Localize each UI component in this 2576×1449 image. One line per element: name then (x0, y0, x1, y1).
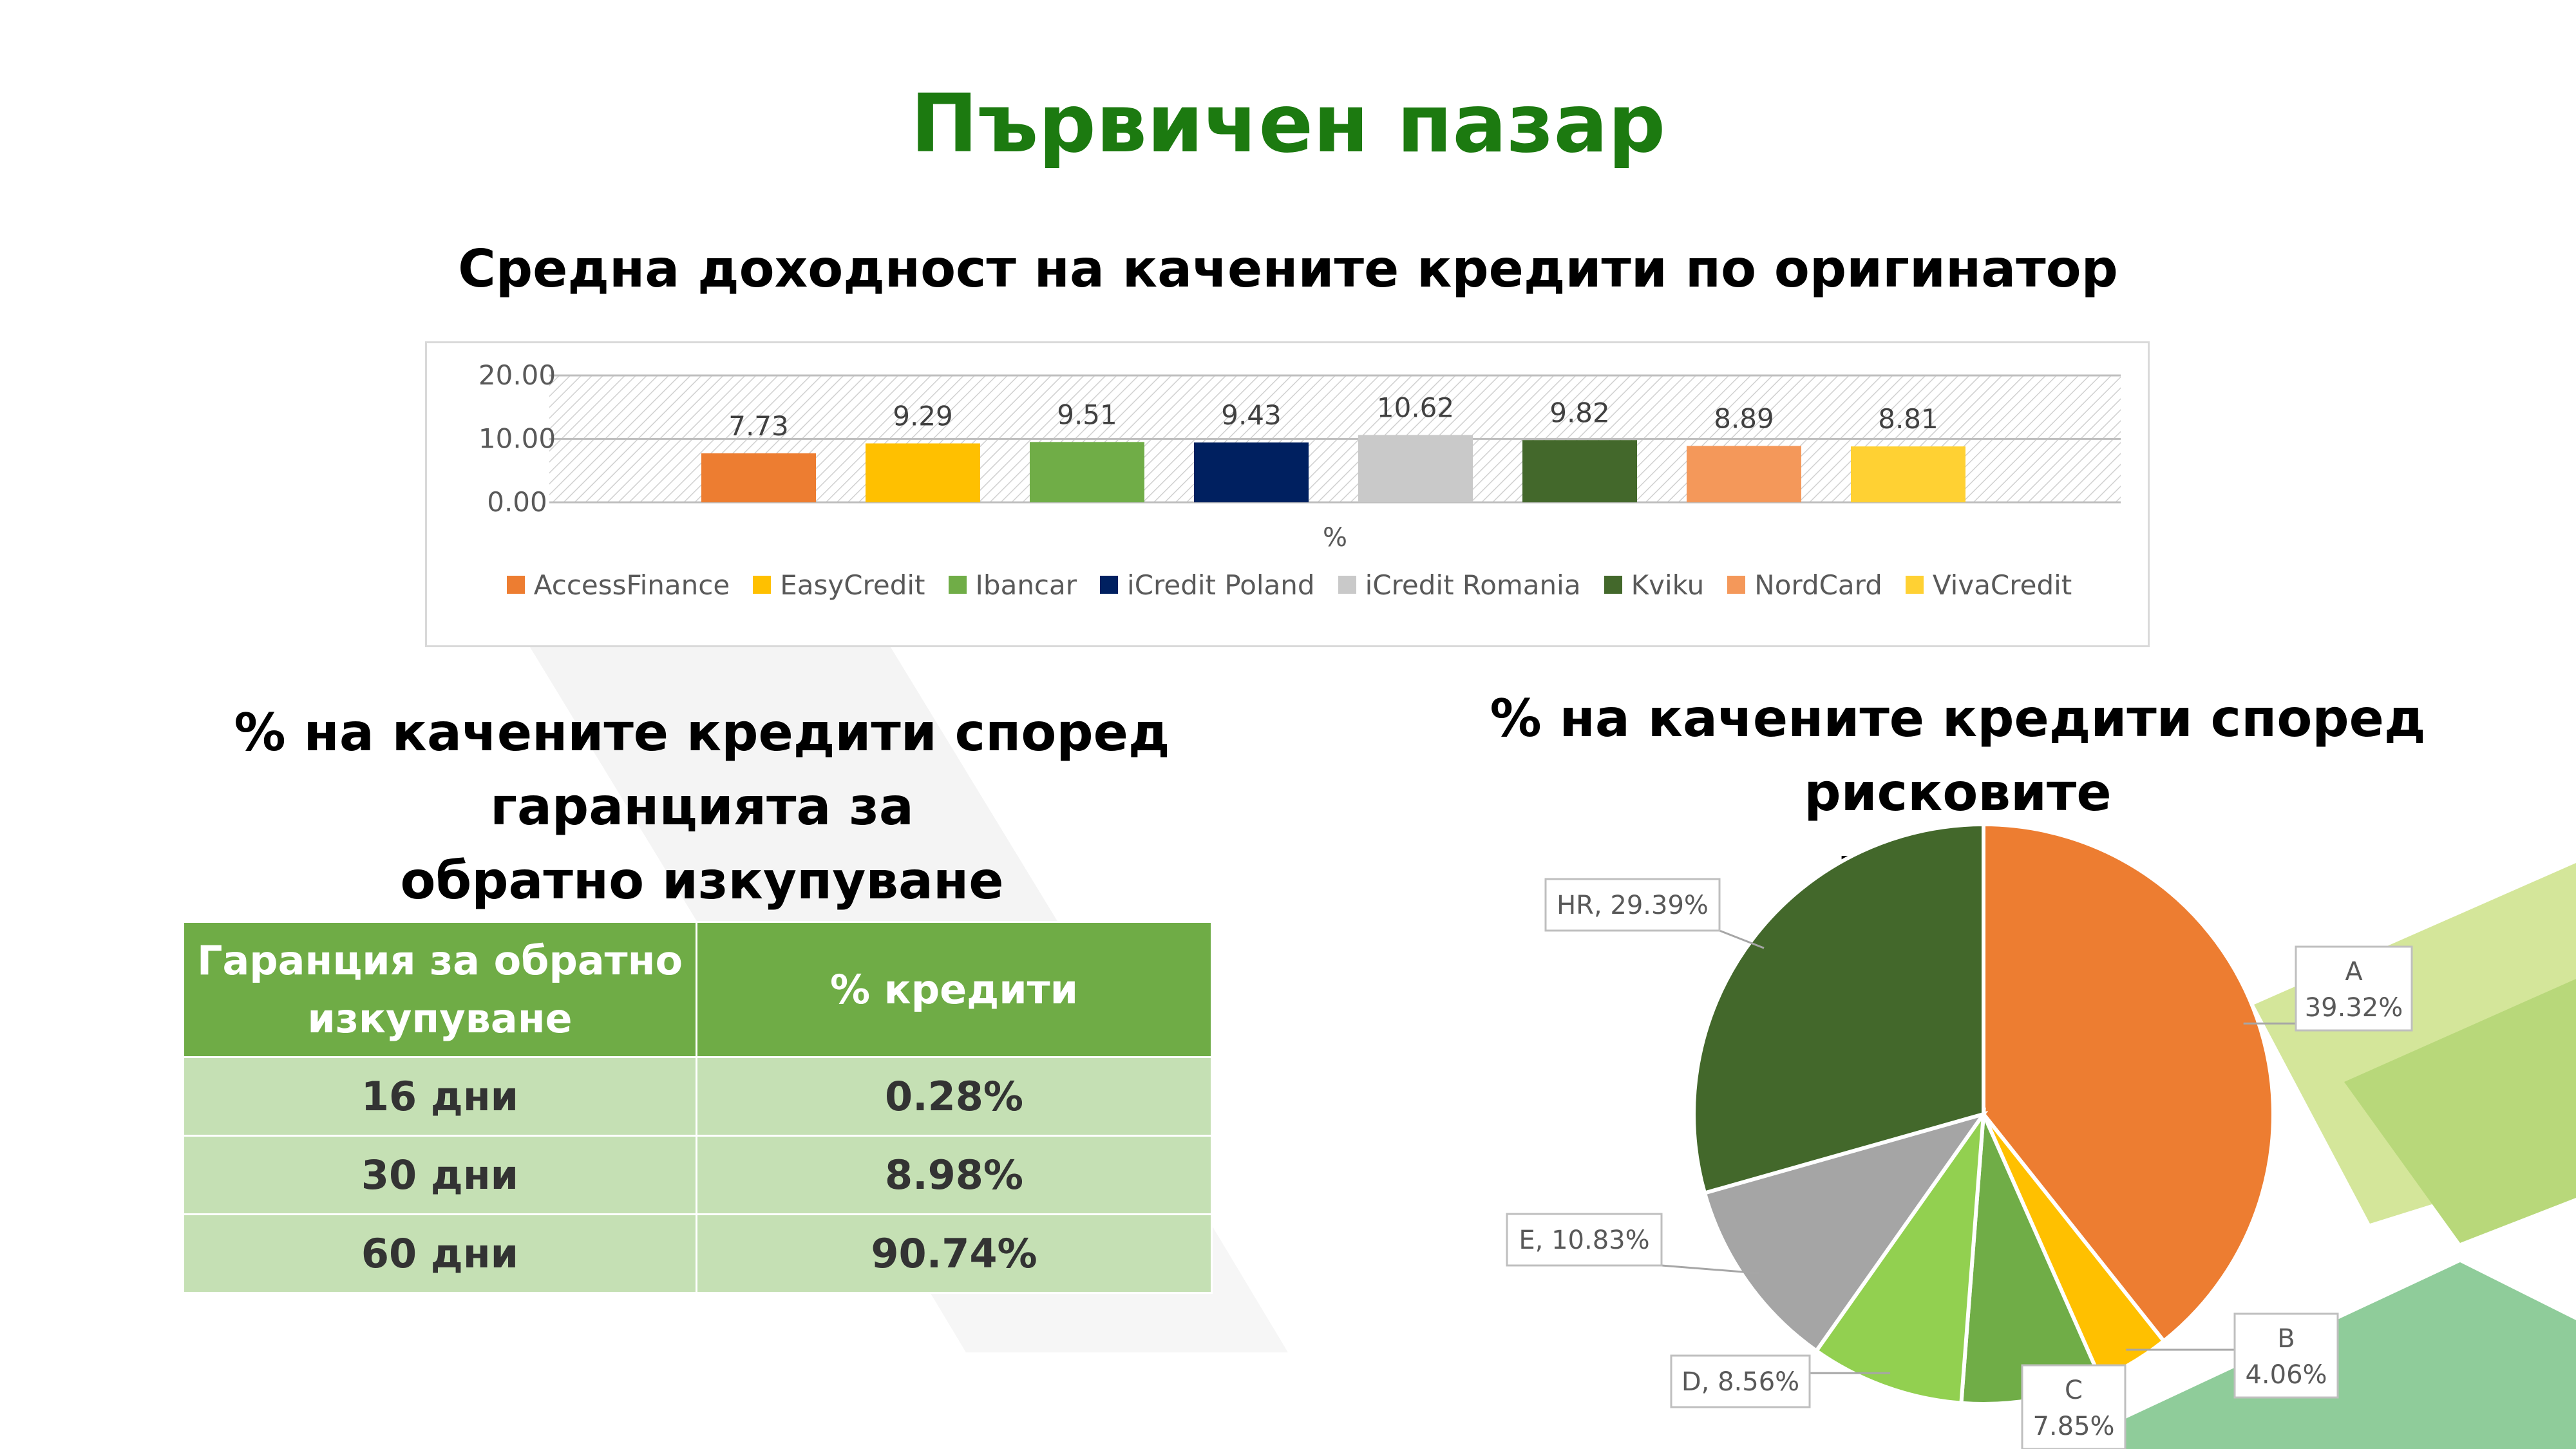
pie-label-category: B (2277, 1324, 2295, 1354)
bar-nordcard (1687, 446, 1801, 502)
row-pct: 0.28% (696, 1056, 1213, 1137)
legend-swatch (1905, 576, 1924, 594)
bar-chart-plot: 20.00 10.00 0.00 7.73 9.29 9.51 9.43 10.62 9.82… (478, 359, 2121, 553)
pie-leader-line (1661, 1264, 1759, 1274)
legend-item: iCredit Romania (1338, 569, 1581, 601)
header-guarantee-line1: Гаранция за обратно (196, 936, 683, 984)
row-term: 30 дни (182, 1135, 697, 1215)
legend-label: iCredit Poland (1127, 569, 1315, 601)
pie-chart: A 39.32% B 4.06% C 7.85% D, 8.56% E, 10.83% HR, … (1506, 822, 2413, 1449)
pie-label-box (1506, 1213, 1663, 1267)
pie-slice-hr (1692, 822, 1985, 1196)
table-header-row: Гаранция за обратно изкупуване % кредити (182, 921, 1213, 1058)
pie-label-value: D, 8.56% (1681, 1367, 1799, 1397)
header-guarantee-line2: изкупуване (307, 994, 573, 1042)
bg-shape-gray (528, 644, 1069, 940)
pie-label-value: 39.32% (2305, 993, 2403, 1023)
legend-item: AccessFinance (506, 569, 730, 601)
table-row: 16 дни 0.28% (182, 1056, 1213, 1137)
pie-label-box (2295, 945, 2413, 1032)
bg-shape-green (2344, 979, 2576, 1243)
pie-label-value: 4.06% (2245, 1360, 2327, 1390)
table-row: 60 дни 90.74% (182, 1213, 1213, 1294)
bar-icredit-romania (1358, 435, 1473, 502)
bar-accessfinance (701, 453, 816, 502)
pie-label-value: 7.85% (2032, 1412, 2114, 1441)
legend-swatch (753, 576, 772, 594)
legend-swatch (1727, 576, 1746, 594)
legend-item: Ibancar (948, 569, 1077, 601)
pie-leader-line (1719, 929, 1765, 949)
legend-label: AccessFinance (533, 569, 730, 601)
table-title: % на качените кредити според гаранцията … (71, 696, 1333, 918)
pie-label-value: E, 10.83% (1519, 1226, 1649, 1255)
pie-label-box (1670, 1354, 1811, 1408)
bar-data-label: 9.29 (893, 400, 953, 431)
header-guarantee: Гаранция за обратно изкупуване (182, 921, 697, 1058)
pie-label-box (1544, 878, 1721, 932)
legend-swatch (506, 576, 525, 594)
bar-data-label: 9.51 (1057, 399, 1117, 430)
table-title-line2: обратно изкупуване (400, 851, 1004, 911)
pie-label-category: C (2065, 1376, 2083, 1405)
x-axis-title: % (1323, 523, 1347, 553)
bar-icredit-poland (1194, 442, 1309, 502)
y-tick-label: 10.00 (478, 423, 556, 455)
header-pct-credits: % кредити (696, 921, 1213, 1058)
bar-data-label: 10.62 (1377, 392, 1454, 423)
row-term: 60 дни (182, 1213, 697, 1294)
row-pct: 90.74% (696, 1213, 1213, 1294)
pie-slice-a (1982, 822, 2275, 1344)
legend-label: Ibancar (975, 569, 1077, 601)
bar-data-label: 9.43 (1221, 399, 1282, 431)
bar-data-label: 8.89 (1714, 402, 1774, 434)
guarantee-table: Гаранция за обратно изкупуване % кредити… (182, 921, 1213, 1294)
legend-label: NordCard (1754, 569, 1882, 601)
legend-label: EasyCredit (780, 569, 925, 601)
pie-title-line1: % на качените кредити според рисковите (1490, 688, 2426, 822)
legend-item: EasyCredit (753, 569, 925, 601)
legend-item: VivaCredit (1905, 569, 2072, 601)
page-title: Първичен пазар (910, 77, 1666, 171)
row-pct: 8.98% (696, 1135, 1213, 1215)
pie-label-category: A (2345, 957, 2363, 987)
bar-kviku (1522, 440, 1637, 502)
bar-vivacredit (1851, 446, 1965, 502)
pie-label-box (2233, 1312, 2339, 1399)
legend-swatch (948, 576, 967, 594)
bar-chart-legend: AccessFinance EasyCredit Ibancar iCredit Po… (427, 562, 2152, 607)
bar-easycredit (866, 443, 980, 502)
bar-chart: 20.00 10.00 0.00 7.73 9.29 9.51 9.43 10.62 9.82… (425, 341, 2150, 647)
legend-label: iCredit Romania (1365, 569, 1581, 601)
bar-data-label: 9.82 (1549, 397, 1610, 428)
bar-data-label: 8.81 (1878, 403, 1938, 435)
bar-data-label: 7.73 (728, 410, 789, 442)
pie-label-box (2021, 1364, 2126, 1449)
legend-item: Kviku (1604, 569, 1705, 601)
legend-label: VivaCredit (1932, 569, 2072, 601)
legend-swatch (1604, 576, 1622, 594)
row-term: 16 дни (182, 1056, 697, 1137)
pie-slice-d (1814, 1107, 1986, 1405)
pie-label-value: HR, 29.39% (1557, 891, 1709, 920)
table-row: 30 дни 8.98% (182, 1135, 1213, 1215)
legend-swatch (1100, 576, 1119, 594)
legend-item: NordCard (1727, 569, 1882, 601)
bar-chart-title: Средна доходност на качените кредити по … (458, 239, 2118, 299)
y-tick-label: 0.00 (487, 486, 547, 518)
y-tick-label: 20.00 (478, 359, 556, 391)
legend-item: iCredit Poland (1100, 569, 1315, 601)
legend-swatch (1338, 576, 1356, 594)
legend-label: Kviku (1631, 569, 1705, 601)
bar-ibancar (1030, 442, 1144, 502)
table-title-line1: % на качените кредити според гаранцията … (234, 703, 1170, 837)
